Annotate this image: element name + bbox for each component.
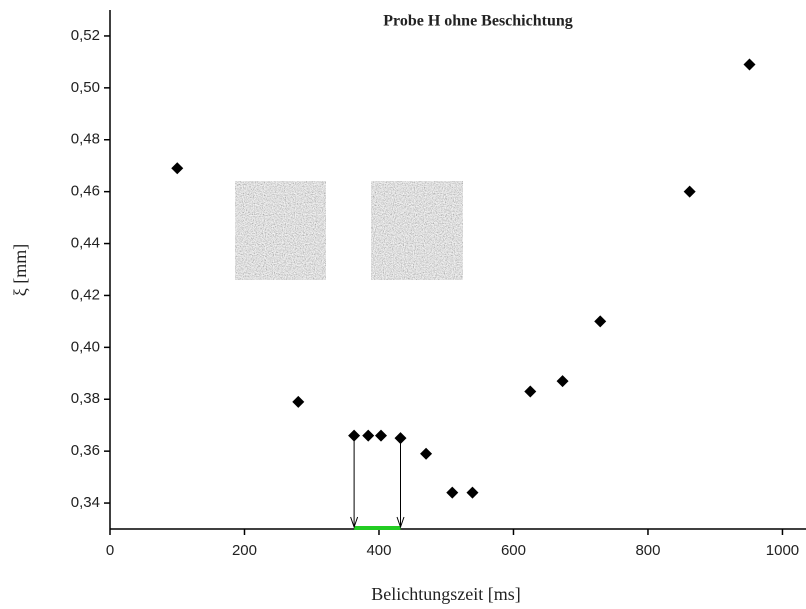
y-tick-label: 0,50 — [71, 79, 100, 96]
y-tick-label: 0,40 — [71, 338, 100, 355]
y-tick-label: 0,52 — [71, 27, 100, 44]
point — [594, 315, 607, 328]
point — [362, 429, 375, 442]
x-tick-label: 800 — [635, 542, 660, 559]
arrow-head — [350, 516, 359, 529]
y-tick-label: 0,44 — [71, 235, 100, 252]
x-tick-label: 1000 — [766, 542, 799, 559]
point — [446, 486, 459, 499]
x-tick-label: 400 — [366, 542, 391, 559]
point — [171, 162, 184, 175]
point — [394, 432, 407, 445]
chart-title: Probe H ohne Beschichtung — [383, 13, 573, 30]
sample-image — [235, 181, 326, 280]
point — [743, 58, 756, 71]
point — [420, 447, 433, 460]
y-tick-label: 0,48 — [71, 131, 100, 148]
point — [524, 385, 537, 398]
point — [375, 429, 388, 442]
x-tick-label: 600 — [501, 542, 526, 559]
y-tick-label: 0,38 — [71, 390, 100, 407]
y-tick-label: 0,36 — [71, 442, 100, 459]
point — [292, 395, 305, 408]
y-tick-label: 0,42 — [71, 286, 100, 303]
arrow-head — [396, 516, 405, 529]
point — [683, 185, 696, 198]
point — [466, 486, 479, 499]
x-tick-label: 200 — [232, 542, 257, 559]
x-tick-label: 0 — [106, 542, 114, 559]
point — [348, 429, 361, 442]
point — [556, 375, 569, 388]
sample-image — [371, 181, 463, 280]
x-axis-label: Belichtungszeit [ms] — [371, 584, 520, 604]
y-tick-label: 0,46 — [71, 183, 100, 200]
y-axis-label: ξ [mm] — [10, 244, 30, 297]
y-tick-label: 0,34 — [71, 494, 100, 511]
